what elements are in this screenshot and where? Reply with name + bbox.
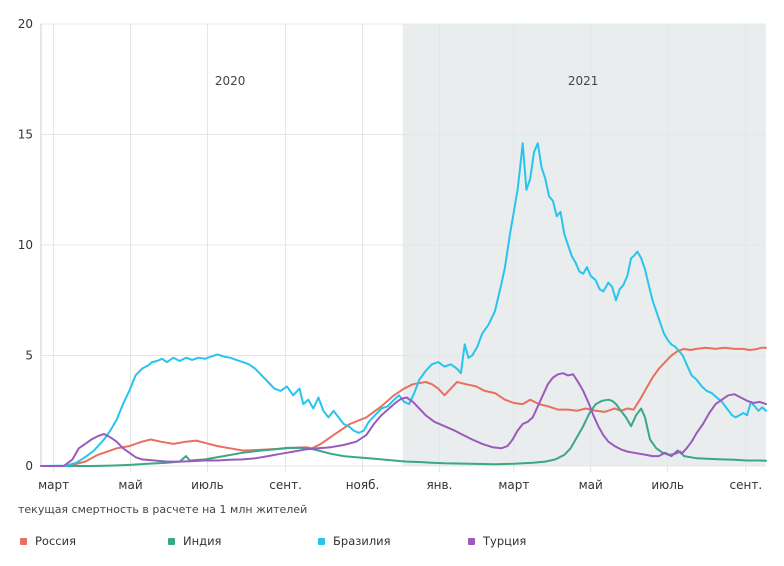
x-tick-label: янв. [426,478,452,492]
y-gridlines [41,23,766,467]
x-tick-label: март [498,478,529,492]
legend-swatch-turkey [468,537,475,545]
x-tick-label: май [579,478,603,492]
y-tick-label: 0 [25,459,33,473]
series-lines [40,142,767,467]
year-labels: 2020 2021 [215,74,599,88]
x-tick-label: нояб. [346,478,380,492]
x-tick-label: июль [651,478,684,492]
series-line-3 [40,372,767,467]
legend-label-brazil: Бразилия [333,534,391,548]
legend: Россия Индия Бразилия Турция [0,534,784,552]
legend-swatch-india [168,537,175,545]
year-label: 2021 [568,74,599,88]
legend-swatch-russia [20,537,27,545]
legend-item-india[interactable]: Индия [168,534,221,548]
y-tick-label: 10 [18,238,33,252]
y-tick-label: 15 [18,128,33,142]
legend-label-russia: Россия [35,534,77,548]
series-line-0 [40,346,767,467]
x-tick-label: март [38,478,69,492]
y-axis-tick-labels: 0 5 10 15 20 [18,17,33,473]
legend-item-turkey[interactable]: Турция [468,534,526,548]
legend-item-brazil[interactable]: Бразилия [318,534,391,548]
legend-swatch-brazil [318,537,325,545]
y-axis-caption: текущая смертность в расчете на 1 млн жи… [18,503,308,516]
year-label: 2020 [215,74,246,88]
legend-item-russia[interactable]: Россия [20,534,76,548]
x-tick-label: июль [191,478,224,492]
legend-label-turkey: Турция [483,534,527,548]
x-tick-label: сент. [730,478,763,492]
x-tick-label: сент. [269,478,302,492]
x-gridlines [40,24,747,472]
x-axis-tick-labels: март май июль сент. нояб. янв. март май июль сент… [38,478,762,492]
y-tick-label: 20 [18,17,33,31]
series-line-1 [40,398,767,467]
y-tick-label: 5 [25,349,33,363]
legend-label-india: Индия [183,534,222,548]
series-line-2 [40,142,767,467]
x-tick-label: май [118,478,142,492]
